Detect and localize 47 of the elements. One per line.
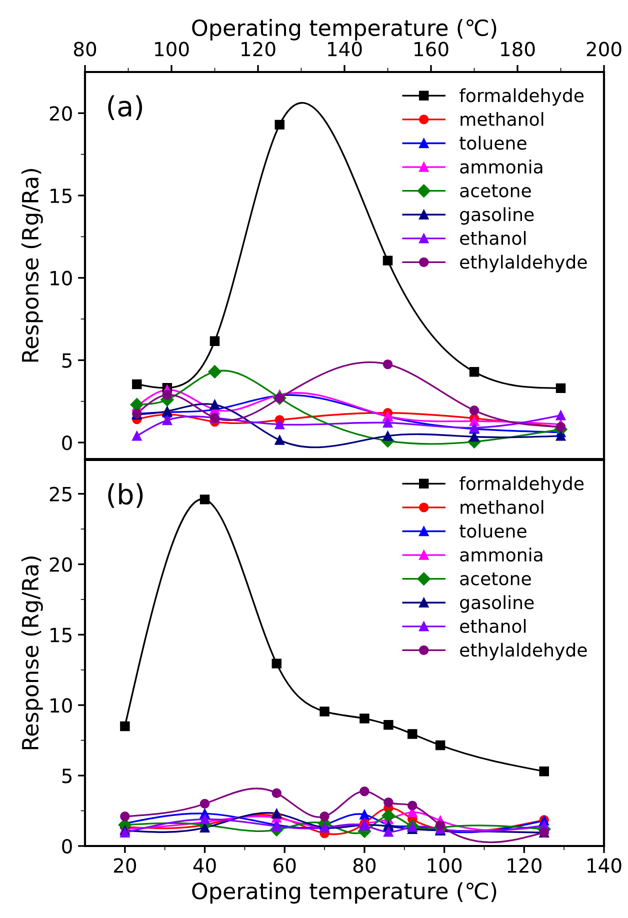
legend-label: methanol (460, 500, 544, 514)
x-tick-label: 100 (428, 858, 462, 873)
x-axis-title: Operating temperature (℃) (192, 18, 496, 40)
y-tick-label: 25 (50, 486, 72, 502)
legend-label: ethanol (460, 231, 526, 245)
y-axis-title: Response (Rg/Ra) (21, 169, 43, 362)
legend-label: ethanol (460, 619, 526, 633)
y-tick-label: 0 (62, 838, 72, 854)
legend-label: ammonia (460, 548, 542, 562)
x-axis-title: Operating temperature (℃) (192, 882, 496, 904)
y-tick-label: 20 (50, 557, 72, 572)
x-tick-label: 140 (588, 858, 622, 873)
x-tick-label: 60 (274, 858, 296, 873)
legend-label: gasoline (460, 595, 534, 613)
x-tick-label: 120 (242, 42, 276, 56)
y-tick-label: 15 (50, 188, 72, 204)
y-tick-label: 20 (50, 106, 72, 121)
x-tick-label: 80 (74, 42, 96, 56)
legend-label: ethylaldehyde (460, 642, 587, 660)
x-tick-label: 180 (501, 42, 535, 56)
annotation: (a) (108, 95, 142, 120)
y-axis-title: Response (Rg/Ra) (21, 556, 43, 750)
y-tick-label: 10 (50, 270, 72, 286)
legend-label: ethylaldehyde (460, 254, 587, 272)
x-tick-label: 140 (328, 42, 362, 56)
y-tick-label: 5 (62, 353, 72, 368)
x-tick-label: 200 (586, 42, 622, 56)
x-tick-label: 100 (155, 42, 189, 56)
legend-label: methanol (460, 112, 544, 126)
y-tick-label: 15 (50, 628, 72, 642)
legend-label: formaldehyde (459, 88, 584, 106)
legend-label: acetone (460, 572, 531, 586)
annotation: (b) (108, 483, 143, 508)
y-tick-label: 0 (62, 435, 72, 450)
legend-label: acetone (460, 184, 531, 198)
legend-label: formaldehyde (459, 476, 584, 494)
y-tick-label: 10 (50, 698, 72, 713)
y-tick-label: 5 (62, 768, 72, 784)
x-tick-label: 40 (193, 858, 216, 873)
x-tick-label: 20 (114, 858, 136, 873)
x-tick-label: 160 (414, 42, 448, 56)
legend-label: ammonia (460, 160, 542, 174)
x-tick-label: 120 (508, 858, 542, 873)
x-tick-label: 80 (353, 858, 376, 873)
legend-label: toluene (460, 524, 526, 538)
legend-label: toluene (460, 136, 526, 150)
legend-label: gasoline (460, 207, 534, 225)
